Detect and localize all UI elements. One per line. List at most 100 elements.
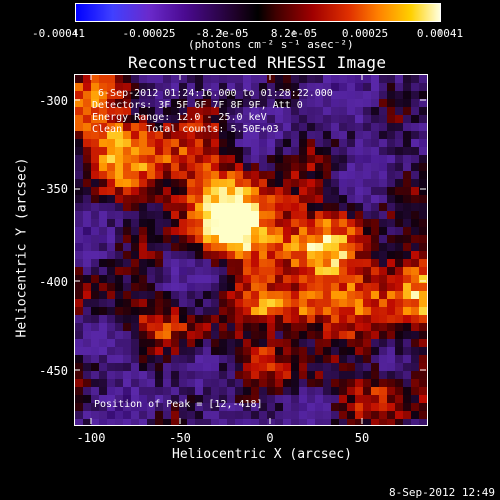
heatmap-cell [363,155,372,164]
heatmap-cell [267,411,276,420]
heatmap-cell [211,211,220,220]
heatmap-cell [147,203,156,212]
heatmap-cell [211,219,220,228]
heatmap-cell [387,411,396,420]
heatmap-cell [203,227,212,236]
heatmap-cell [147,211,156,220]
heatmap-cell [355,363,364,372]
heatmap-cell [227,155,236,164]
heatmap-cell [299,419,308,425]
heatmap-cell [411,259,420,268]
heatmap-cell [307,155,316,164]
heatmap-cell [187,347,196,356]
heatmap-cell [403,299,412,308]
heatmap-cell [115,315,124,324]
heatmap-cell [419,211,427,220]
heatmap-cell [235,291,244,300]
heatmap-cell [187,147,196,156]
heatmap-cell [323,155,332,164]
heatmap-cell [259,155,268,164]
heatmap-cell [291,155,300,164]
heatmap-cell [179,235,188,244]
heatmap-cell [403,91,412,100]
heatmap-cell [307,123,316,132]
heatmap-cell [227,211,236,220]
heatmap-cell [315,403,324,412]
heatmap-cell [211,91,220,100]
heatmap-cell [91,219,100,228]
heatmap-cell [163,171,172,180]
heatmap-cell [99,403,108,412]
heatmap-cell [115,75,124,84]
heatmap-cell [315,139,324,148]
heatmap-cell [419,371,427,380]
heatmap-cell [139,147,148,156]
heatmap-cell [115,347,124,356]
heatmap-cell [203,203,212,212]
heatmap-cell [171,363,180,372]
heatmap-cell [115,155,124,164]
heatmap-cell [403,259,412,268]
heatmap-cell [211,291,220,300]
heatmap-cell [179,323,188,332]
heatmap-cell [419,155,427,164]
heatmap-cell [235,99,244,108]
heatmap-cell [315,379,324,388]
heatmap-cell [267,155,276,164]
heatmap-cell [267,187,276,196]
heatmap-cell [107,179,116,188]
heatmap-cell [411,299,420,308]
heatmap-cell [195,179,204,188]
heatmap-cell [363,75,372,84]
heatmap-cell [163,379,172,388]
heatmap-cell [291,147,300,156]
heatmap-cell [283,83,292,92]
heatmap-cell [283,307,292,316]
heatmap-cell [91,171,100,180]
heatmap-cell [123,211,132,220]
info-line: Energy Range: 12.0 - 25.0 keV [92,112,267,123]
heatmap-cell [123,107,132,116]
heatmap-cell [267,75,276,84]
heatmap-cell [179,219,188,228]
heatmap-cell [219,251,228,260]
info-line: Detectors: 3F 5F 6F 7F 8F 9F, Att 0 [92,100,303,111]
heatmap-cell [347,139,356,148]
heatmap-cell [275,219,284,228]
heatmap-cell [139,307,148,316]
heatmap-cell [267,147,276,156]
heatmap-cell [91,275,100,284]
heatmap-cell [251,291,260,300]
heatmap-cell [99,283,108,292]
heatmap-cell [387,387,396,396]
heatmap-cell [187,387,196,396]
heatmap-cell [371,307,380,316]
heatmap-cell [139,419,148,425]
heatmap-cell [411,371,420,380]
heatmap-cell [307,107,316,116]
heatmap-cell [331,163,340,172]
heatmap-cell [307,371,316,380]
heatmap-cell [419,179,427,188]
heatmap-cell [187,411,196,420]
heatmap-cell [347,171,356,180]
heatmap-cell [139,299,148,308]
heatmap-cell [283,131,292,140]
heatmap-cell [243,131,252,140]
heatmap-cell [179,283,188,292]
heatmap-cell [139,115,148,124]
heatmap-cell [123,267,132,276]
heatmap-cell [395,251,404,260]
heatmap-cell [235,411,244,420]
heatmap-cell [363,219,372,228]
heatmap-cell [227,419,236,425]
heatmap-cell [347,267,356,276]
heatmap-cell [371,163,380,172]
heatmap-cell [339,371,348,380]
heatmap-cell [395,339,404,348]
heatmap-cell [347,323,356,332]
heatmap-cell [99,147,108,156]
heatmap-cell [307,211,316,220]
heatmap-cell [115,275,124,284]
heatmap-cell [171,235,180,244]
